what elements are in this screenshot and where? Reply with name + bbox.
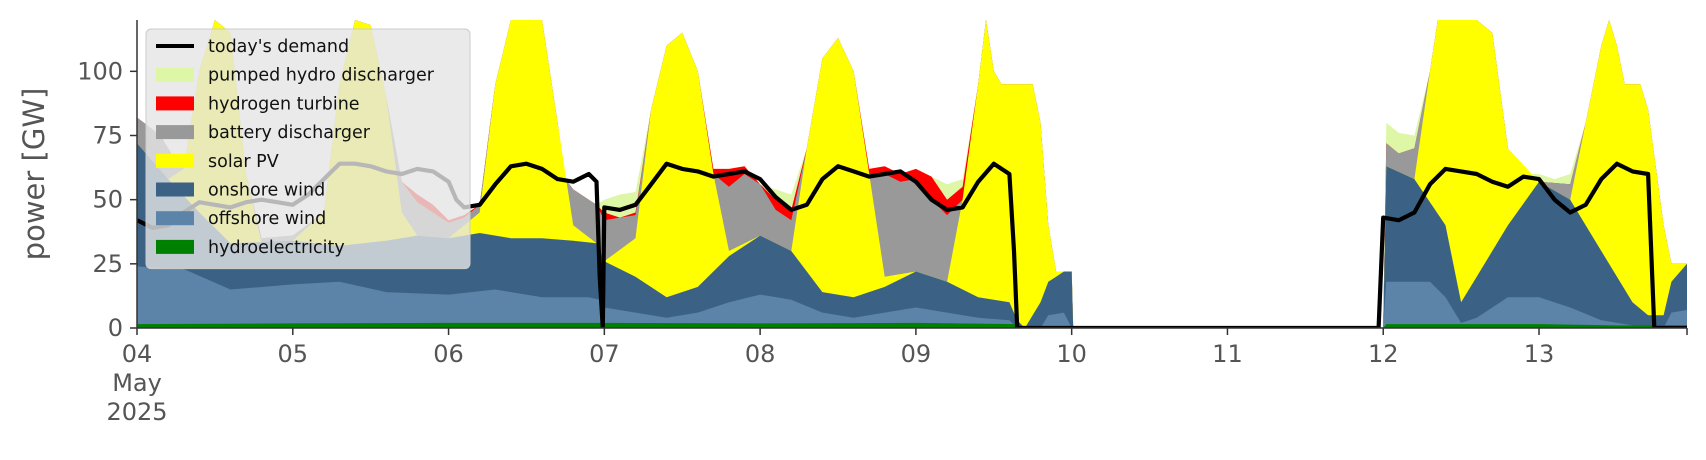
x-tick-label: 08 [745, 340, 776, 368]
x-tick-label: 10 [1056, 340, 1087, 368]
y-axis-title: power [GW] [17, 88, 51, 261]
legend-label-solar: solar PV [208, 152, 279, 172]
area-onshore [137, 143, 1687, 328]
legend-swatch-battery [156, 125, 194, 140]
x-tick-label: 13 [1524, 340, 1555, 368]
y-tick-label: 75 [92, 122, 123, 150]
y-tick-label: 50 [92, 186, 123, 214]
x-tick-label: 12 [1368, 340, 1399, 368]
legend-box [145, 28, 471, 270]
legend-swatch-pumped [156, 67, 194, 82]
area-layer [137, 20, 1687, 328]
x-tick-label: 09 [901, 340, 932, 368]
legend-swatch-hydro [156, 239, 194, 254]
area-offshore [137, 266, 1687, 328]
x-tick-label: 2025 [106, 398, 167, 426]
legend-swatch-hydrogen [156, 96, 194, 111]
y-tick-label: 100 [77, 57, 123, 85]
legend-label-battery: battery discharger [208, 123, 371, 143]
x-tick-label: 07 [589, 340, 620, 368]
y-tick-label: 25 [92, 250, 123, 278]
legend-label-offshore: offshore wind [208, 209, 326, 229]
x-tick-label: 11 [1212, 340, 1243, 368]
x-tick-label: 06 [433, 340, 464, 368]
legend-swatch-solar [156, 153, 194, 168]
x-tick-label: 04 [122, 340, 153, 368]
legend-label-onshore: onshore wind [208, 181, 325, 201]
x-tick-label: May [112, 369, 162, 397]
legend-label-pumped: pumped hydro discharger [208, 66, 435, 86]
x-tick-label: 05 [278, 340, 309, 368]
legend-label-hydro: hydroelectricity [208, 238, 345, 258]
y-tick-label: 0 [108, 314, 123, 342]
legend: today's demand pumped hydro discharger hyd… [145, 28, 471, 270]
legend-label-demand: today's demand [208, 37, 349, 57]
legend-swatch-offshore [156, 211, 194, 226]
legend-swatch-onshore [156, 182, 194, 197]
area-hydro [137, 322, 1687, 328]
legend-label-hydrogen: hydrogen turbine [208, 94, 360, 114]
